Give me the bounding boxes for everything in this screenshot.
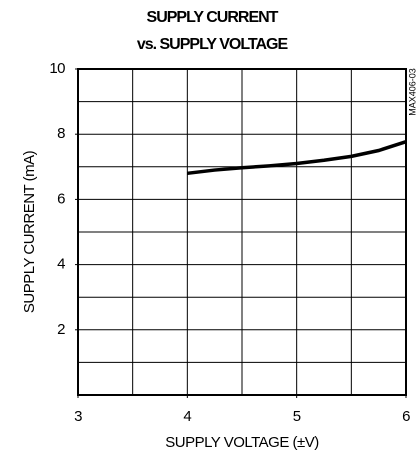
x-tick-label: 5 <box>293 408 301 425</box>
y-tick-label: 10 <box>49 60 65 77</box>
y-tick-label: 6 <box>57 190 65 207</box>
y-tick-label: 2 <box>57 321 65 338</box>
chart-subtitle: vs. SUPPLY VOLTAGE <box>137 36 289 53</box>
y-axis-title: SUPPLY CURRENT (mA) <box>21 150 38 313</box>
x-tick-label: 4 <box>183 408 191 425</box>
data-line <box>187 140 407 176</box>
chart-title: SUPPLY CURRENT <box>147 9 279 26</box>
x-axis-title: SUPPLY VOLTAGE (±V) <box>165 434 319 451</box>
annotation: MAX406-03 <box>407 68 417 116</box>
x-tick-label: 3 <box>74 408 82 425</box>
y-tick-label: 4 <box>57 256 65 273</box>
x-tick-label: 6 <box>402 408 410 425</box>
y-tick-label: 8 <box>57 125 65 142</box>
